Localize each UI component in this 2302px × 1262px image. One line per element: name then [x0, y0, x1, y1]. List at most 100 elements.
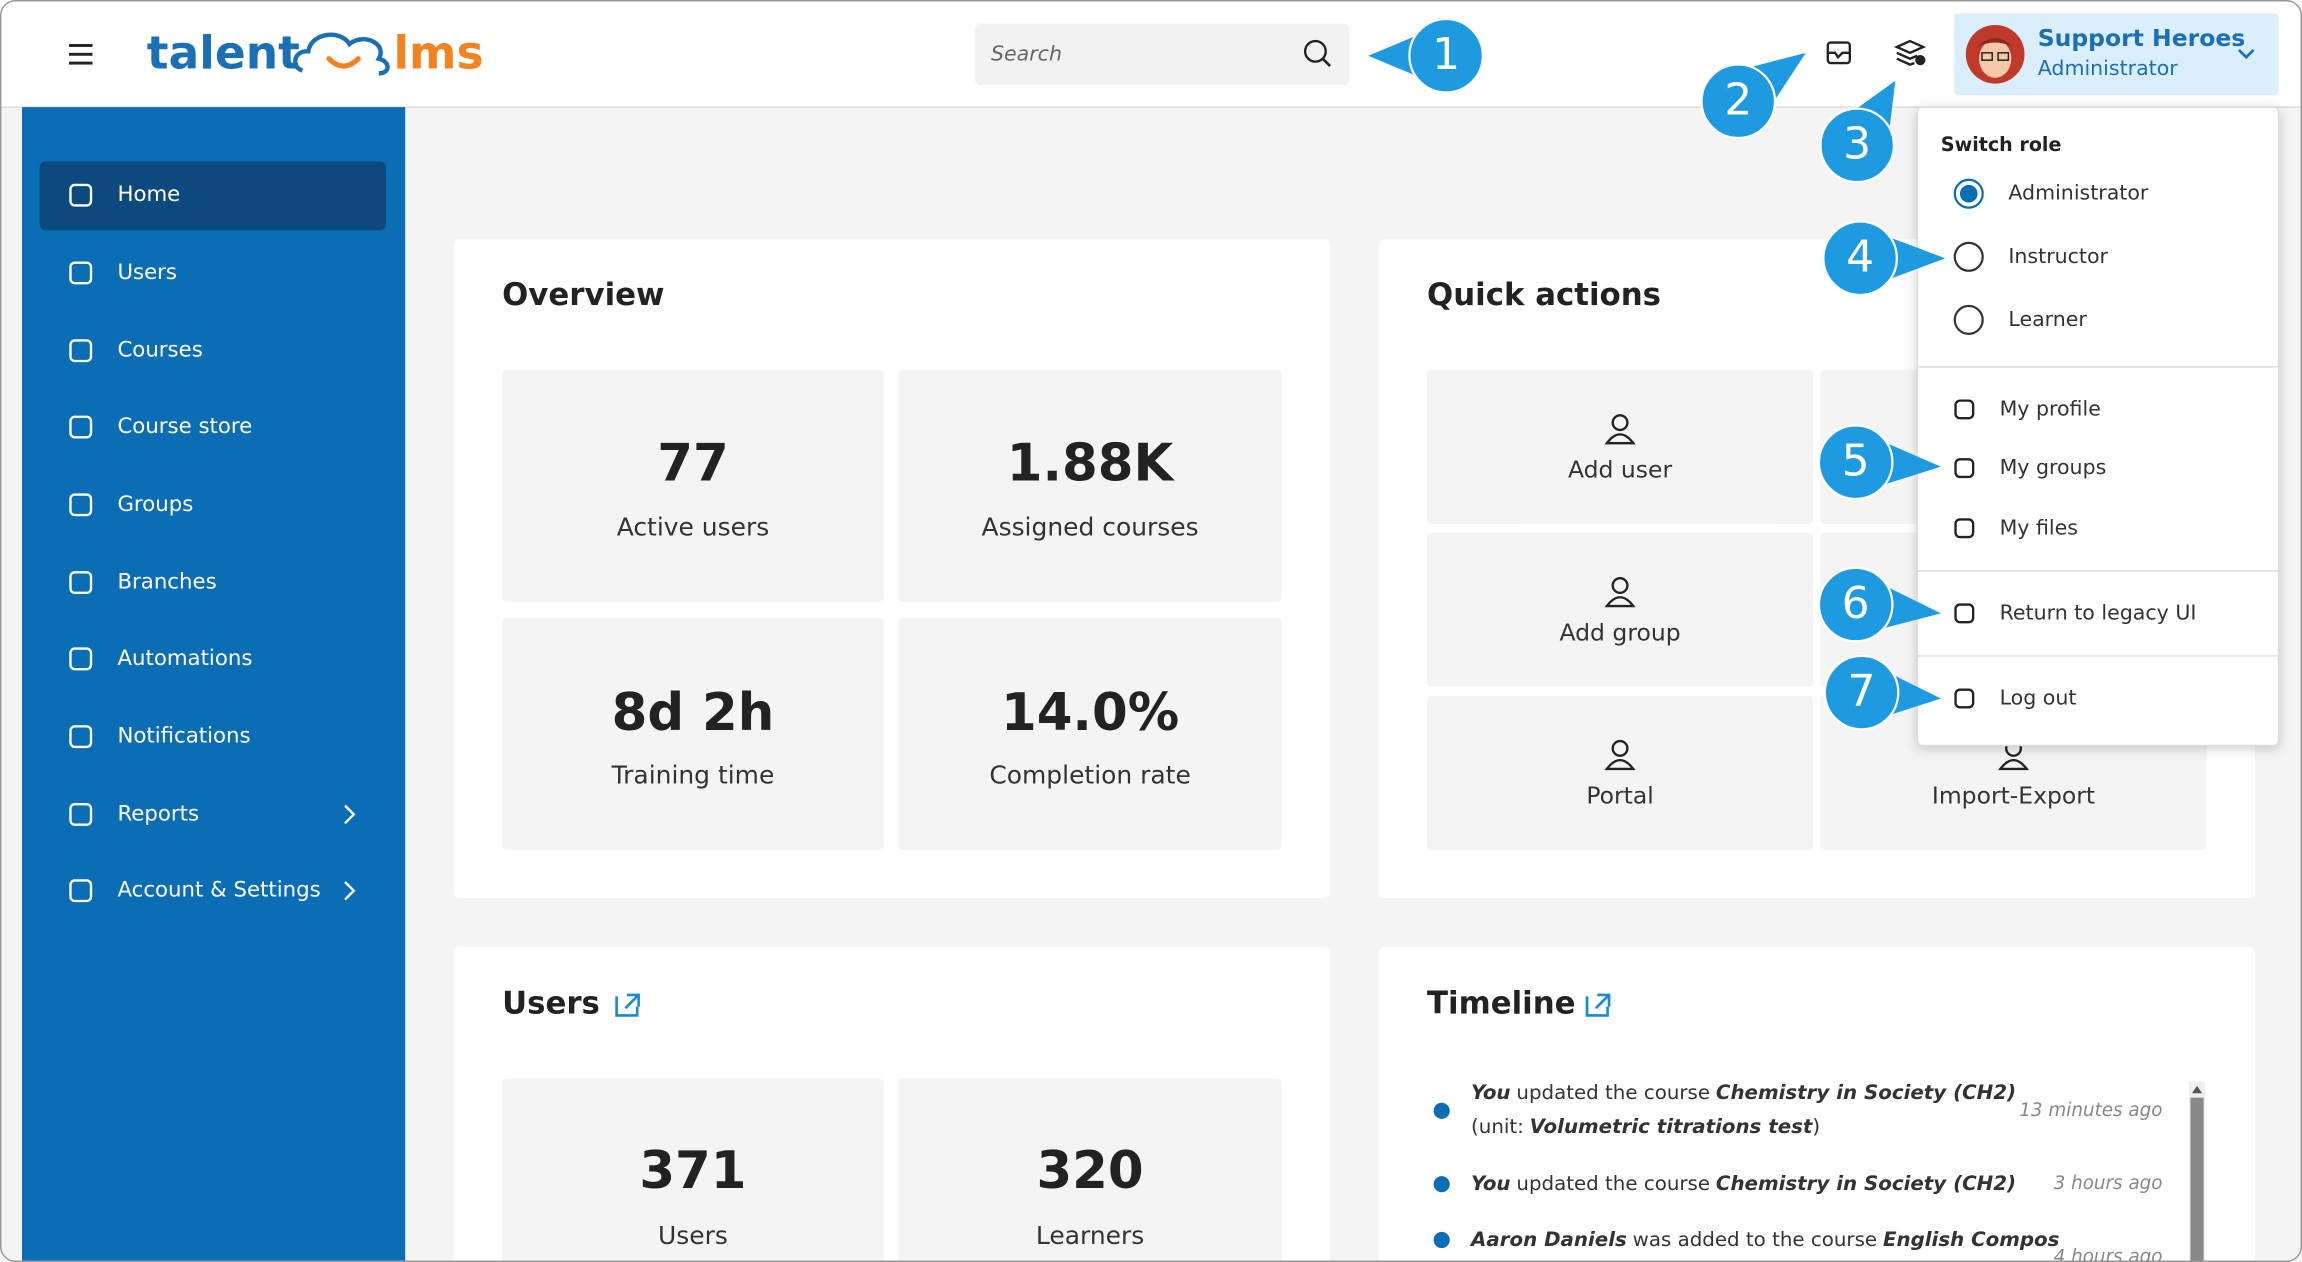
menu-item[interactable]: My files — [1954, 515, 2078, 539]
external-link[interactable] — [615, 993, 640, 1017]
menu-item[interactable]: My groups — [1954, 455, 2107, 479]
search-box[interactable]: Search — [974, 23, 1350, 86]
sidebar-item[interactable]: Automations — [69, 646, 252, 671]
timeline-dot — [1433, 1176, 1450, 1193]
callout-circle — [1408, 17, 1484, 94]
search-icon — [1321, 57, 1332, 67]
role-label: Administrator — [2008, 181, 2149, 205]
role-option[interactable]: Administrator — [1953, 178, 2149, 209]
stat-tile: 371 Users — [502, 1078, 884, 1262]
external-link[interactable] — [1585, 993, 1611, 1017]
hamburger-line — [69, 44, 93, 47]
sidebar-item[interactable]: Course store — [69, 414, 252, 439]
branches-button[interactable] — [1893, 39, 1927, 66]
menu-item[interactable]: My profile — [1954, 396, 2101, 420]
sidebar-item[interactable]: Courses — [69, 338, 203, 363]
timeline-entry: You updated the course Chemistry in Societ… — [1433, 1172, 2163, 1195]
course[interactable]: Chemistry in Society (CH2) — [1716, 1081, 2016, 1104]
user-role: Administrator — [2038, 56, 2179, 80]
sidebar-item[interactable]: Notifications — [69, 724, 251, 749]
tile-bg — [898, 1078, 1282, 1262]
logo-left: talent — [147, 26, 300, 79]
logo-cloud — [293, 32, 390, 76]
user-menu-button[interactable]: Support Heroes Administrator — [1954, 13, 2279, 96]
sidebar-item[interactable]: Account & Settings — [69, 878, 356, 903]
entry-time: 3 hours ago — [2054, 1173, 2163, 1194]
action-label: Add group — [1560, 618, 1681, 646]
callout-number: 2 — [1724, 75, 1752, 126]
action-icon — [1604, 758, 1636, 771]
callout: 6 — [1817, 566, 1941, 643]
role-option[interactable]: Learner — [1953, 304, 2088, 335]
logo[interactable]: talent lms — [147, 26, 484, 79]
timeline-entry: You updated the course Chemistry in Societ… — [1433, 1081, 2163, 1137]
callout-circle — [1823, 654, 1900, 731]
sidebar-label: Notifications — [117, 724, 250, 749]
hamburger-line — [69, 52, 93, 56]
callout-circle — [1817, 566, 1894, 643]
sidebar-label: Branches — [117, 570, 216, 595]
callout: 5 — [1817, 424, 1941, 501]
sidebar-label: Reports — [117, 801, 199, 826]
logo-right: lms — [393, 26, 483, 79]
menu-icon — [1954, 458, 1975, 479]
menu-toggle[interactable] — [69, 44, 93, 65]
card-title: Quick actions — [1427, 277, 1661, 313]
callout-number: 4 — [1846, 232, 1874, 283]
entry-time: 13 minutes ago — [2019, 1100, 2162, 1121]
messages-button[interactable] — [1826, 41, 1851, 65]
tile-bg — [502, 369, 884, 602]
callout: 2 — [1700, 52, 1806, 140]
sidebar-item[interactable]: Groups — [69, 492, 193, 517]
quick-action[interactable]: Add user — [1427, 369, 1814, 524]
callout-number: 5 — [1842, 436, 1870, 487]
branches-icon — [1893, 39, 1927, 66]
actor: You — [1471, 1172, 1510, 1195]
quick-action[interactable]: Add group — [1427, 532, 1814, 687]
course[interactable]: Chemistry in Society (CH2) — [1716, 1172, 2016, 1195]
sidebar-nav: Home Users Courses Course store Groups Branch… — [69, 182, 356, 903]
action-icon — [1604, 596, 1636, 608]
sidebar-icon — [69, 339, 93, 363]
sidebar-item[interactable]: Reports — [69, 801, 356, 826]
quick-action[interactable]: Portal — [1427, 695, 1814, 850]
action-icon — [1611, 414, 1629, 432]
sidebar-active — [39, 161, 387, 231]
callout: 4 — [1822, 220, 1946, 297]
sidebar-item[interactable]: Users — [69, 260, 177, 285]
role-label: Instructor — [2008, 244, 2108, 268]
callout-number: 1 — [1432, 29, 1460, 80]
avatar-glasses — [1981, 52, 1993, 61]
menu-icon — [1954, 518, 1975, 539]
sidebar-item[interactable]: Home — [69, 182, 180, 207]
callout-number: 7 — [1848, 666, 1876, 717]
menu-item[interactable]: Return to legacy UI — [1954, 600, 2197, 624]
timeline-card — [1378, 946, 2256, 1262]
action-icon — [1611, 576, 1629, 595]
chevron — [344, 881, 356, 901]
course[interactable]: English Compos — [1883, 1227, 2060, 1250]
sidebar-label: Groups — [117, 492, 193, 517]
callout-circle — [1822, 220, 1898, 297]
menu-item[interactable]: Log out — [1954, 686, 2077, 710]
sidebar-item[interactable]: Branches — [69, 570, 217, 595]
tile-bg — [898, 369, 1282, 602]
menu-label: Return to legacy UI — [2000, 600, 2197, 624]
stat-label: Assigned courses — [982, 512, 1199, 541]
action-label: Import-Export — [1932, 781, 2095, 809]
sidebar-label: Home — [117, 182, 180, 207]
stat-label: Active users — [617, 512, 769, 541]
action: was added to the course — [1633, 1227, 1877, 1250]
menu-label: Log out — [2000, 686, 2077, 710]
user-button-bg — [1954, 13, 2279, 96]
stat-tile: 1.88K Assigned courses — [898, 369, 1282, 602]
menu-label: My groups — [2000, 455, 2107, 479]
sidebar-icon — [69, 725, 93, 749]
tile-bg — [1427, 369, 1814, 524]
stat-label: Completion rate — [989, 760, 1190, 789]
tile-bg — [1427, 532, 1814, 687]
avatar-glasses — [1997, 52, 2010, 61]
sidebar-label: Course store — [117, 414, 252, 439]
role-option[interactable]: Instructor — [1953, 241, 2109, 272]
